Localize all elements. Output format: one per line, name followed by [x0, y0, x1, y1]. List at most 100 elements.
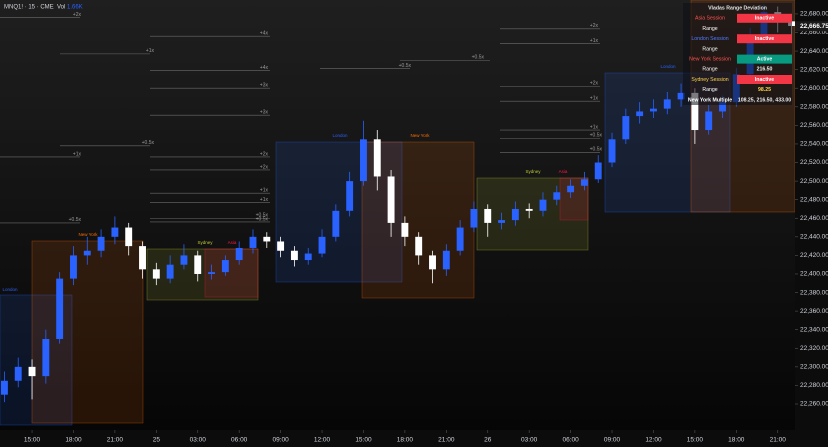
row-value: 98.25 [758, 87, 771, 93]
x-tick-label: 03:00 [190, 437, 207, 444]
price-axis [795, 0, 828, 447]
candle-body [83, 250, 91, 256]
candle-body [415, 236, 423, 256]
candle-body [622, 116, 630, 140]
session-label: London [332, 133, 348, 138]
y-tick-label: 22,260.00 [800, 401, 828, 408]
session-label: Sydney [197, 240, 213, 245]
time-axis [0, 430, 795, 447]
candle-body [0, 380, 8, 395]
range-level-label: +3x [260, 83, 269, 89]
x-tick-label: 09:00 [272, 437, 289, 444]
table-title: Vladas Range Deviation [708, 5, 767, 11]
y-tick-label: 22,600.00 [800, 85, 828, 92]
candle-body [553, 192, 561, 200]
x-tick-label: 03:00 [521, 437, 538, 444]
candle-body [263, 236, 271, 242]
candle-body [525, 208, 533, 211]
row-name: New York Multiple [688, 97, 732, 103]
candle-body [221, 260, 229, 273]
candle-body [594, 162, 602, 180]
y-tick-label: 22,500.00 [800, 178, 828, 185]
range-level-label: +2x [590, 23, 599, 29]
range-level-label: +2x [260, 151, 269, 157]
range-level-label: +0.5x [590, 147, 603, 153]
candle-body [277, 241, 285, 251]
range-level-label: +2x [260, 164, 269, 170]
vol-label: Vol [57, 5, 65, 11]
y-tick-label: 22,340.00 [800, 326, 828, 333]
candle-body [180, 255, 188, 265]
range-level-label: +0.5x [399, 63, 412, 69]
row-name: Asia Session [695, 16, 725, 22]
symbol: MNQ1! · 15 · CME [4, 5, 54, 11]
candle-body [28, 366, 36, 377]
candle-body [484, 208, 492, 223]
candle-body [139, 246, 146, 270]
y-tick-label: 22,680.00 [800, 11, 828, 18]
range-level-label: +4x [260, 31, 269, 37]
x-tick-label: 15:00 [687, 437, 704, 444]
session-label: Asia [559, 169, 568, 174]
row-name: Range [702, 87, 717, 93]
last-price-label: 22,666.75 [800, 23, 828, 30]
status-cell [737, 34, 792, 44]
row-name: New York Session [689, 56, 731, 62]
y-tick-label: 22,620.00 [800, 66, 828, 73]
row-name: Range [702, 46, 717, 52]
candle-body [208, 272, 216, 274]
candle-body [456, 227, 464, 251]
candle-body [498, 220, 506, 223]
candle-body [663, 99, 671, 109]
range-level-label: +1x [260, 188, 269, 194]
range-level-label: +1x [590, 124, 599, 130]
y-tick-label: 22,420.00 [800, 252, 828, 259]
candle-body [650, 108, 657, 112]
range-level-label: +4x [260, 65, 269, 71]
y-tick-label: 22,520.00 [800, 159, 828, 166]
candle-body [42, 338, 50, 377]
session-label: London [2, 287, 18, 292]
y-tick-label: 22,280.00 [800, 382, 828, 389]
candle-body [125, 227, 133, 247]
range-level-label: +0.5x [256, 213, 269, 219]
x-tick-label: 21:00 [107, 437, 124, 444]
y-tick-label: 22,480.00 [800, 196, 828, 203]
y-tick-label: 22,400.00 [800, 271, 828, 278]
candle-body [719, 102, 726, 112]
y-tick-label: 22,660.00 [800, 29, 828, 36]
candle-body [14, 366, 22, 381]
row-value: 108.25, 216.50, 433.00 [738, 97, 791, 103]
candle-body [304, 253, 312, 261]
range-level-label: +0.5x [142, 140, 155, 146]
candle-body [539, 199, 547, 211]
row-value: Inactive [755, 77, 774, 83]
candle-body [290, 250, 298, 261]
candle-body [636, 111, 644, 117]
candle-body [235, 247, 243, 261]
candle-body [332, 210, 340, 237]
candle-body [442, 250, 450, 270]
row-value: Inactive [755, 16, 774, 22]
x-tick-label: 25 [153, 437, 161, 444]
range-level-label: +0.5x [472, 55, 485, 61]
candle-body [608, 139, 616, 163]
range-level-label: +0.5x [590, 133, 603, 139]
candle-body [429, 255, 436, 270]
x-tick-label: 12:00 [645, 437, 662, 444]
range-level-label: +1x [590, 96, 599, 102]
x-tick-label: 21:00 [438, 437, 455, 444]
y-tick-label: 22,640.00 [800, 48, 828, 55]
range-level-label: +3x [260, 109, 269, 115]
last-price-box [795, 21, 828, 32]
session-label: London [660, 64, 676, 69]
session-label: New York [78, 232, 98, 237]
candle-body [677, 92, 685, 100]
candle-body [401, 222, 409, 237]
row-value: Inactive [755, 36, 774, 42]
y-tick-label: 22,320.00 [800, 345, 828, 352]
candle-body [387, 176, 395, 223]
y-tick-label: 22,380.00 [800, 289, 828, 296]
